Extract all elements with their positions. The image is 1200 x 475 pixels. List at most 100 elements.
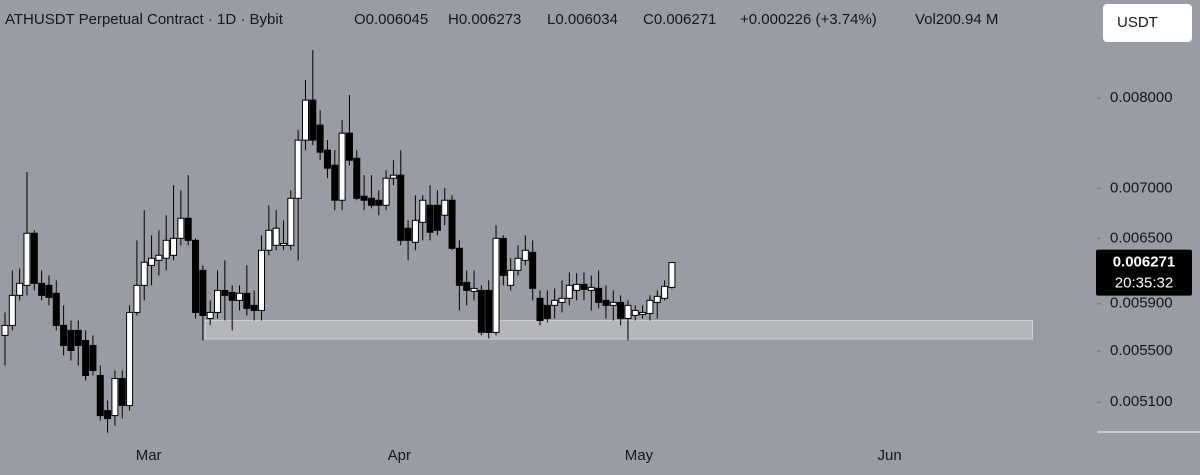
candle-body: [602, 299, 610, 306]
candle-body: [1, 324, 9, 336]
candle-body: [118, 378, 126, 407]
y-tick-label: 0.006500: [1110, 229, 1173, 246]
ohlc-info: O0.006045: [354, 11, 428, 28]
candle-body: [8, 294, 16, 326]
y-tick-label: 0.005900: [1110, 295, 1173, 312]
ohlc-info: Vol200.94 M: [915, 11, 998, 28]
candle-body: [595, 287, 603, 303]
y-tick-label: 0.005100: [1110, 393, 1173, 410]
candle-body: [111, 378, 119, 417]
y-tick-label: 0.005500: [1110, 342, 1173, 359]
candle-body: [140, 261, 148, 286]
candle-body: [411, 219, 419, 243]
candle-body: [389, 174, 397, 179]
candle-body: [52, 292, 60, 326]
candle-body: [551, 299, 559, 306]
ohlc-info: L0.006034: [547, 11, 618, 28]
candle-body: [287, 197, 295, 246]
candle-body: [573, 283, 581, 291]
candle-body: [96, 374, 104, 417]
candle-body: [375, 199, 383, 206]
candle-body: [250, 304, 258, 311]
candle-body: [257, 249, 265, 311]
candle-body: [382, 177, 390, 206]
candle-body: [455, 247, 463, 286]
candle-body: [397, 174, 405, 241]
x-tick-label: Mar: [136, 447, 162, 464]
candle-body: [45, 284, 53, 298]
candle-body: [265, 229, 273, 251]
candle-body: [60, 324, 68, 346]
candle-body: [565, 284, 573, 299]
price-label: 0.006271: [1113, 254, 1176, 271]
candle-body: [617, 301, 625, 319]
candle-body: [367, 197, 375, 206]
candle-body: [639, 311, 647, 315]
support-zone: [204, 320, 1034, 340]
candle-body: [199, 269, 207, 316]
y-tick-label: 0.008000: [1110, 89, 1173, 106]
chart-title: ATHUSDT Perpetual Contract · 1D · Bybit: [5, 11, 284, 28]
candle-body: [631, 309, 639, 316]
candle-body: [433, 204, 441, 231]
candle-body: [580, 283, 588, 290]
candle-body: [543, 304, 551, 319]
ohlc-info: H0.006273: [448, 11, 521, 28]
candle-body: [30, 232, 38, 284]
countdown: 20:35:32: [1115, 275, 1173, 292]
currency-label[interactable]: USDT: [1117, 14, 1158, 31]
price-label-box: [1096, 249, 1192, 296]
candle-body: [587, 286, 595, 291]
candle-body: [184, 217, 192, 241]
candle-body: [23, 232, 31, 286]
candle-body: [485, 289, 493, 333]
x-tick-label: May: [625, 447, 654, 464]
candle-body: [331, 164, 339, 201]
candle-body: [162, 239, 170, 259]
candle-body: [668, 262, 676, 288]
candle-body: [507, 269, 515, 286]
candle-body: [529, 251, 537, 289]
ohlc-info: +0.000226 (+3.74%): [740, 11, 877, 28]
candle-body: [345, 132, 353, 161]
candle-body: [558, 297, 566, 303]
candle-body: [272, 227, 280, 246]
currency-button[interactable]: [1103, 4, 1192, 42]
candle-body: [82, 339, 90, 376]
candle-body: [492, 237, 500, 333]
candle-body: [309, 99, 317, 141]
candle-body: [419, 199, 427, 223]
ohlc-info: C0.006271: [643, 11, 716, 28]
candle-body: [609, 301, 617, 306]
candle-body: [170, 237, 178, 256]
candle-body: [463, 281, 471, 291]
candle-body: [148, 257, 156, 266]
x-tick-label: Jun: [877, 447, 901, 464]
candle-body: [536, 297, 544, 321]
candle-body: [624, 304, 632, 319]
candle-body: [316, 124, 324, 153]
candle-body: [404, 227, 412, 241]
candle-body: [338, 132, 346, 201]
candle-body: [426, 204, 434, 233]
candle-body: [360, 195, 368, 201]
candle-body: [521, 249, 529, 261]
candle-body: [67, 329, 75, 351]
candle-body: [514, 257, 522, 271]
candle-body: [448, 199, 456, 249]
x-tick-label: Apr: [388, 447, 411, 464]
candle-body: [38, 282, 46, 296]
candle-body: [323, 149, 331, 169]
candle-body: [133, 284, 141, 313]
candle-body: [653, 295, 661, 303]
candle-body: [228, 291, 236, 301]
candle-body: [177, 217, 185, 239]
candle-body: [477, 289, 485, 333]
candle-body: [221, 289, 229, 296]
candle-body: [301, 99, 309, 141]
candle-body: [155, 254, 163, 261]
candle-body: [214, 289, 222, 313]
candle-body: [16, 282, 24, 296]
candle-body: [206, 311, 214, 319]
candle-body: [441, 199, 449, 216]
